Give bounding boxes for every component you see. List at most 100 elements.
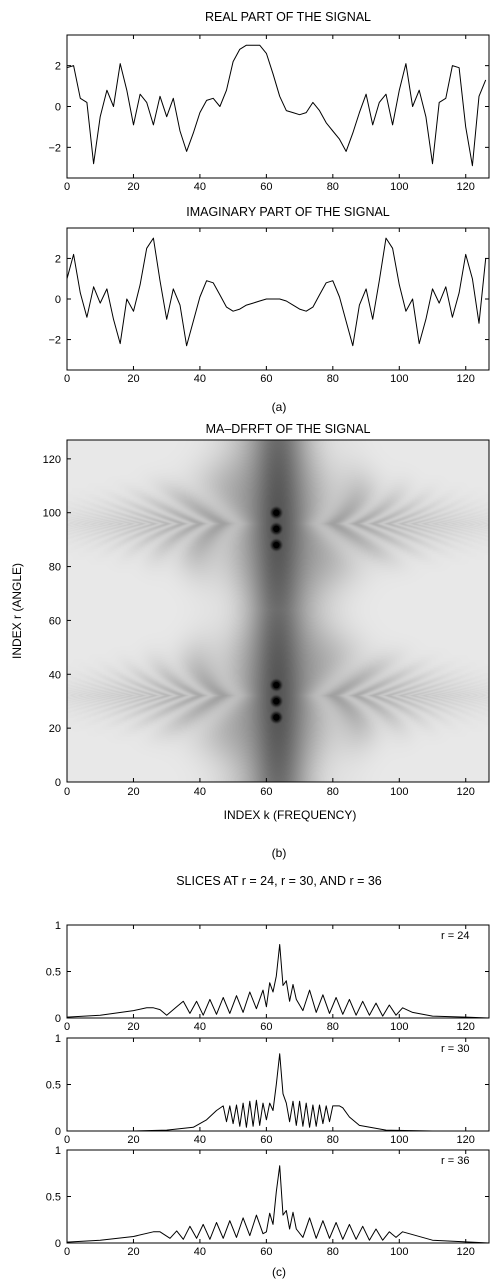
y-tick-label: 20 bbox=[49, 723, 61, 735]
panel-b-label: (b) bbox=[272, 846, 287, 860]
y-tick-label: 120 bbox=[43, 454, 61, 466]
y-tick-label: 0 bbox=[55, 1126, 61, 1138]
x-tick-label: 120 bbox=[457, 1246, 475, 1258]
x-tick-label: 80 bbox=[327, 1021, 339, 1033]
x-tick-label: 100 bbox=[390, 373, 408, 385]
slice24-series-line bbox=[66, 944, 490, 1019]
y-tick-label: 1 bbox=[55, 1033, 61, 1045]
y-tick-label: −2 bbox=[48, 335, 61, 347]
x-tick-label: 80 bbox=[327, 181, 339, 193]
heatmap-peak bbox=[273, 509, 280, 516]
slice-r30-plot: 0 20 40 60 80 100 120 0 0.5 1 r = 30 bbox=[46, 1033, 490, 1146]
x-tick-label: 80 bbox=[327, 786, 339, 798]
y-tick-label: 1 bbox=[55, 1145, 61, 1157]
x-tick-label: 40 bbox=[194, 1246, 206, 1258]
x-tick-label: 40 bbox=[194, 181, 206, 193]
x-tick-label: 100 bbox=[390, 1021, 408, 1033]
slice-r36-plot: 0 20 40 60 80 100 120 0 0.5 1 r = 36 bbox=[46, 1145, 490, 1258]
y-tick-label: −2 bbox=[48, 142, 61, 154]
imag-title: IMAGINARY PART OF THE SIGNAL bbox=[186, 205, 390, 219]
heatmap-peak bbox=[273, 525, 280, 533]
x-tick-label: 60 bbox=[260, 1021, 272, 1033]
slice-r24-plot: 0 20 40 60 80 100 120 0 0.5 1 r = 24 bbox=[46, 920, 490, 1033]
heatmap-peak bbox=[273, 541, 280, 549]
x-tick-label: 20 bbox=[127, 1021, 139, 1033]
imag-axes-frame bbox=[66, 227, 490, 371]
x-tick-label: 20 bbox=[127, 373, 139, 385]
slice36-series-line bbox=[66, 1165, 490, 1244]
x-tick-label: 100 bbox=[390, 181, 408, 193]
imag-series-line bbox=[66, 237, 487, 347]
y-tick-label: 0 bbox=[55, 294, 61, 306]
real-title: REAL PART OF THE SIGNAL bbox=[205, 10, 371, 24]
x-tick-label: 40 bbox=[194, 373, 206, 385]
y-tick-label: 1 bbox=[55, 920, 61, 932]
panel-c-label: (c) bbox=[272, 1265, 286, 1279]
x-tick-label: 120 bbox=[457, 373, 475, 385]
y-tick-label: 0 bbox=[55, 777, 61, 789]
slice36-axes-frame bbox=[66, 1149, 490, 1244]
panel-a-label: (a) bbox=[272, 400, 287, 414]
x-tick-label: 120 bbox=[457, 786, 475, 798]
x-tick-label: 0 bbox=[64, 1246, 70, 1258]
x-tick-label: 60 bbox=[260, 181, 272, 193]
heatmap-peak bbox=[273, 681, 280, 689]
y-tick-label: 0 bbox=[55, 102, 61, 114]
y-tick-label: 100 bbox=[43, 508, 61, 520]
x-tick-label: 20 bbox=[127, 786, 139, 798]
y-tick-label: 80 bbox=[49, 562, 61, 574]
x-axis-label: INDEX k (FREQUENCY) bbox=[224, 808, 357, 822]
y-axis-label: INDEX r (ANGLE) bbox=[10, 563, 24, 659]
x-tick-label: 80 bbox=[327, 373, 339, 385]
x-tick-label: 120 bbox=[457, 181, 475, 193]
x-tick-label: 60 bbox=[260, 786, 272, 798]
y-tick-label: 0.5 bbox=[46, 1080, 61, 1092]
slice30-axes-frame bbox=[66, 1037, 490, 1132]
x-tick-label: 100 bbox=[390, 1134, 408, 1146]
y-tick-label: 40 bbox=[49, 669, 61, 681]
slice36-annotation: r = 36 bbox=[441, 1155, 469, 1167]
x-tick-label: 100 bbox=[390, 1246, 408, 1258]
slice24-annotation: r = 24 bbox=[441, 930, 469, 942]
x-tick-label: 0 bbox=[64, 1021, 70, 1033]
heatmap-peak bbox=[273, 714, 280, 721]
y-tick-label: 0 bbox=[55, 1013, 61, 1025]
real-axes-frame bbox=[66, 34, 490, 179]
madfrft-heatmap: MA–DFRFT OF THE SIGNAL 0 20 40 60 80 100 120 0 20… bbox=[10, 422, 490, 822]
y-tick-label: 0.5 bbox=[46, 1192, 61, 1204]
x-tick-label: 60 bbox=[260, 1134, 272, 1146]
heatmap-peak bbox=[273, 698, 280, 705]
x-tick-label: 60 bbox=[260, 373, 272, 385]
slice30-annotation: r = 30 bbox=[441, 1043, 469, 1055]
real-series-line bbox=[66, 44, 487, 167]
x-tick-label: 20 bbox=[127, 1246, 139, 1258]
x-tick-label: 120 bbox=[457, 1134, 475, 1146]
x-tick-label: 100 bbox=[390, 786, 408, 798]
x-tick-label: 20 bbox=[127, 181, 139, 193]
x-tick-label: 80 bbox=[327, 1134, 339, 1146]
x-tick-label: 20 bbox=[127, 1134, 139, 1146]
x-tick-label: 0 bbox=[64, 373, 70, 385]
slice30-series-line bbox=[67, 1053, 489, 1132]
y-tick-label: 0 bbox=[55, 1238, 61, 1250]
y-tick-label: 60 bbox=[49, 615, 61, 627]
madfrft-title: MA–DFRFT OF THE SIGNAL bbox=[206, 422, 371, 436]
y-tick-label: 2 bbox=[55, 253, 61, 265]
slices-title: SLICES AT r = 24, r = 30, AND r = 36 bbox=[176, 874, 382, 888]
heatmap-axes-frame bbox=[66, 439, 490, 783]
x-tick-label: 120 bbox=[457, 1021, 475, 1033]
x-tick-label: 0 bbox=[64, 181, 70, 193]
x-tick-label: 40 bbox=[194, 786, 206, 798]
y-tick-label: 2 bbox=[55, 61, 61, 73]
x-tick-label: 0 bbox=[64, 786, 70, 798]
y-tick-label: 0.5 bbox=[46, 967, 61, 979]
x-tick-label: 40 bbox=[194, 1134, 206, 1146]
x-tick-label: 80 bbox=[327, 1246, 339, 1258]
slice24-axes-frame bbox=[66, 924, 490, 1019]
x-tick-label: 40 bbox=[194, 1021, 206, 1033]
x-tick-label: 0 bbox=[64, 1134, 70, 1146]
heatmap-image bbox=[67, 440, 489, 782]
